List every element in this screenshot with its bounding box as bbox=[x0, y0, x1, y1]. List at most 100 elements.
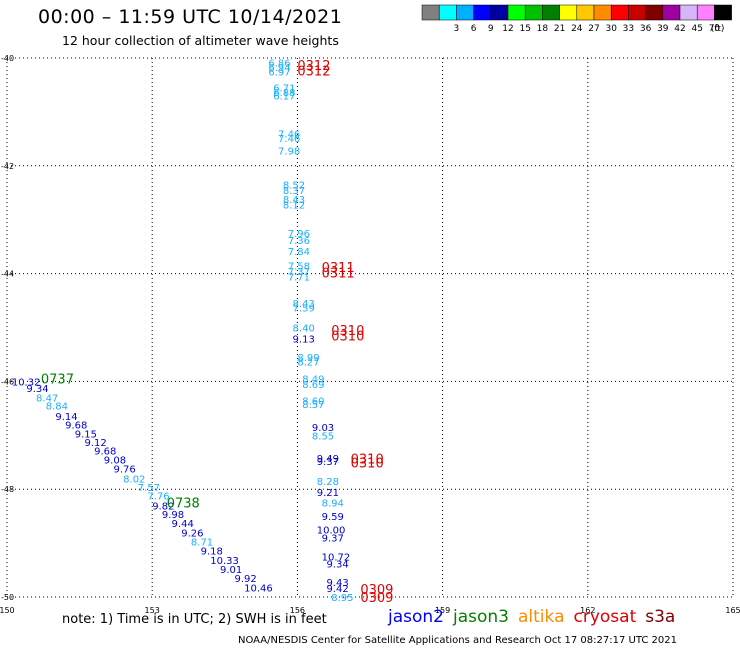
swh-point: 8.95 bbox=[331, 593, 353, 604]
swh-point: 8.27 bbox=[297, 357, 319, 368]
swh-point: 7.46 bbox=[278, 129, 300, 140]
swh-point: 9.68 bbox=[94, 446, 116, 457]
swh-point: 8.55 bbox=[312, 431, 334, 442]
pass-time-label: 0310 bbox=[331, 330, 364, 345]
pass-time-label: 0311 bbox=[322, 267, 355, 282]
color-scale-tick: 9 bbox=[488, 24, 494, 34]
pass-time-label: 0738 bbox=[167, 497, 200, 512]
swh-point: 7.46 bbox=[278, 134, 300, 145]
x-tick-label: 159 bbox=[435, 606, 450, 615]
swh-point: 9.68 bbox=[65, 421, 87, 432]
color-scale-swatch bbox=[679, 4, 698, 21]
color-scale-swatch bbox=[593, 4, 612, 21]
color-scale-swatch bbox=[473, 4, 492, 21]
axis-tick-labels: 150 153 156 159 162 165 -40 -42 -44 -46 -48 -50 bbox=[0, 54, 740, 615]
x-tick-label: 165 bbox=[725, 606, 740, 615]
x-tick-label: 162 bbox=[580, 606, 595, 615]
color-scale-swatch bbox=[610, 4, 629, 21]
swh-point: 8.37 bbox=[283, 186, 305, 197]
swh-point: 8.57 bbox=[302, 400, 324, 411]
pass-time-label: 0309 bbox=[360, 591, 393, 606]
swh-point: 7.37 bbox=[288, 267, 310, 278]
x-tick-label: 156 bbox=[290, 606, 305, 615]
pass-time-label: 0312 bbox=[297, 59, 330, 74]
color-scale-swatch bbox=[645, 4, 664, 21]
swh-point: 8.94 bbox=[322, 499, 344, 510]
swh-point: 7.36 bbox=[288, 236, 310, 247]
y-tick-label: -42 bbox=[1, 162, 14, 171]
swh-point: 8.84 bbox=[46, 402, 68, 413]
swh-point: 7.84 bbox=[288, 247, 310, 258]
x-tick-label: 153 bbox=[145, 606, 160, 615]
swh-point: 9.82 bbox=[152, 501, 174, 512]
swh-point: 10.46 bbox=[244, 583, 273, 594]
swh-point: 9.12 bbox=[84, 438, 106, 449]
y-tick-label: -40 bbox=[1, 54, 14, 63]
swh-point: 8.43 bbox=[283, 195, 305, 206]
swh-point: 6.97 bbox=[268, 67, 290, 78]
satellite-legend-jason3: jason3 bbox=[453, 607, 509, 627]
color-scale-swatch bbox=[662, 4, 681, 21]
color-scale-swatch bbox=[628, 4, 646, 21]
swh-point: 9.43 bbox=[326, 578, 348, 589]
color-scale-swatch bbox=[456, 4, 474, 21]
time-labels: 0737073803120312031103110310031003100310… bbox=[41, 59, 394, 606]
swh-point: 9.59 bbox=[322, 512, 344, 523]
pass-time-label: 0310 bbox=[331, 324, 364, 339]
color-scale-swatch bbox=[507, 4, 526, 21]
swh-point: 8.02 bbox=[123, 474, 145, 485]
satellite-legend-cryosat: cryosat bbox=[573, 607, 637, 627]
swh-point: 7.57 bbox=[138, 483, 160, 494]
color-scale-tick: 12 bbox=[502, 24, 513, 34]
x-tick-label: 150 bbox=[0, 606, 15, 615]
color-scale-tick: 6 bbox=[471, 24, 477, 34]
swh-point: 9.14 bbox=[55, 412, 77, 423]
pass-time-label: 0737 bbox=[41, 373, 74, 388]
color-scale-swatch bbox=[576, 4, 595, 21]
swh-point: 7.76 bbox=[147, 492, 169, 503]
swh-point: 8.69 bbox=[302, 380, 324, 391]
color-scale-swatch bbox=[490, 4, 509, 21]
color-scale-tick: 70 bbox=[709, 24, 721, 34]
chart-title: 00:00 – 11:59 UTC 10/14/2021 bbox=[38, 6, 343, 28]
swh-point: 6.17 bbox=[273, 92, 295, 103]
color-scale-swatch bbox=[438, 4, 457, 21]
pass-time-label: 0312 bbox=[297, 64, 330, 79]
swh-point: 10.00 bbox=[317, 526, 346, 537]
swh-point: 9.42 bbox=[326, 584, 348, 595]
color-scale-tick: 33 bbox=[623, 24, 634, 34]
swh-point: 6.71 bbox=[273, 84, 295, 95]
chart-subtitle: 12 hour collection of altimeter wave hei… bbox=[62, 33, 339, 48]
satellite-legend-altika: altika bbox=[518, 607, 565, 627]
y-tick-label: -46 bbox=[1, 377, 14, 386]
swh-point: 9.13 bbox=[293, 334, 315, 345]
y-tick-label: -50 bbox=[1, 593, 14, 602]
swh-point: 9.01 bbox=[220, 565, 242, 576]
pass-time-label: 0310 bbox=[351, 456, 384, 471]
swh-point: 6.88 bbox=[273, 88, 295, 99]
swh-point: 9.44 bbox=[172, 519, 194, 530]
swh-point: 8.52 bbox=[283, 181, 305, 192]
swh-point: 8.40 bbox=[293, 324, 315, 335]
swh-point: 8.60 bbox=[302, 396, 324, 407]
pass-time-label: 0311 bbox=[322, 261, 355, 276]
color-scale-swatch bbox=[542, 4, 560, 21]
swh-point: 6.86 bbox=[268, 58, 290, 69]
swh-point: 10.33 bbox=[210, 556, 239, 567]
y-tick-label: -44 bbox=[1, 270, 14, 279]
swh-point: 8.71 bbox=[191, 537, 213, 548]
swh-point: 6.94 bbox=[268, 63, 290, 74]
color-scale-swatch bbox=[714, 4, 732, 21]
color-scale-legend: 3 6 9 12 15 18 21 24 27 30 33 36 39 42 45 70(ft) bbox=[421, 4, 732, 34]
color-scale-tick: 27 bbox=[588, 24, 599, 34]
color-scale-tick: 3 bbox=[454, 24, 460, 34]
color-scale-swatch bbox=[421, 4, 440, 21]
swh-point: 9.21 bbox=[317, 488, 339, 499]
swh-point: 9.34 bbox=[26, 384, 48, 395]
swh-point: 8.28 bbox=[317, 477, 339, 488]
swh-point: 9.49 bbox=[317, 454, 339, 465]
swh-point: 7.98 bbox=[278, 147, 300, 158]
swh-point: 10.72 bbox=[322, 553, 351, 564]
swh-point: 9.37 bbox=[322, 534, 344, 545]
swh-point: 9.76 bbox=[113, 465, 135, 476]
